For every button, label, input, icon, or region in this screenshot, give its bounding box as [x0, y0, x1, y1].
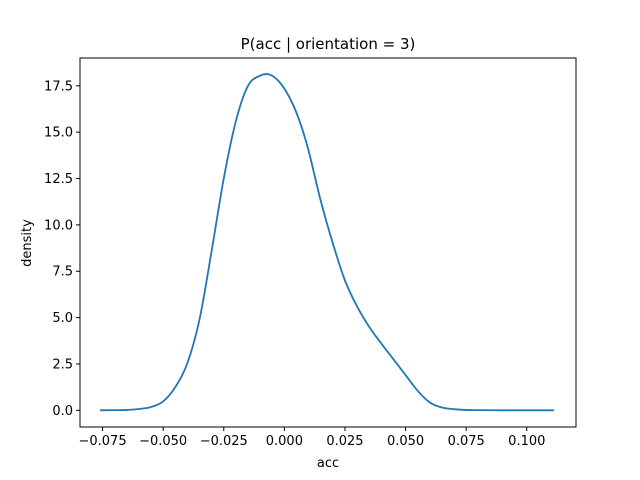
chart-title: P(acc | orientation = 3) — [241, 35, 416, 53]
y-tick-label: 2.5 — [52, 357, 73, 372]
y-tick-label: 5.0 — [52, 311, 73, 326]
x-tick-label: 0.100 — [508, 434, 545, 449]
x-tick-label: 0.000 — [266, 434, 303, 449]
x-tick-label: 0.075 — [448, 434, 485, 449]
series-layer — [99, 73, 555, 412]
x-tick-label: 0.050 — [387, 434, 424, 449]
plot-area-frame — [79, 57, 577, 428]
density-line — [99, 73, 555, 412]
y-tick-label: 0.0 — [52, 404, 73, 419]
x-tick-label: −0.025 — [200, 434, 248, 449]
y-tick-label: 17.5 — [44, 79, 73, 94]
y-axis-label: density — [20, 219, 35, 267]
y-tick-label: 10.0 — [44, 218, 73, 233]
x-axis-label: acc — [317, 456, 339, 471]
y-tick-label: 7.5 — [52, 265, 73, 280]
x-axis-ticks: −0.075 −0.050 −0.025 0.000 0.025 0.050 0.075 0.… — [78, 427, 545, 449]
y-tick-label: 12.5 — [44, 172, 73, 187]
y-tick-label: 15.0 — [44, 126, 73, 141]
y-axis-ticks: 0.0 2.5 5.0 7.5 10.0 12.5 15.0 17.5 — [44, 79, 80, 419]
x-tick-label: 0.025 — [326, 434, 363, 449]
x-tick-label: −0.050 — [139, 434, 187, 449]
x-tick-label: −0.075 — [78, 434, 126, 449]
